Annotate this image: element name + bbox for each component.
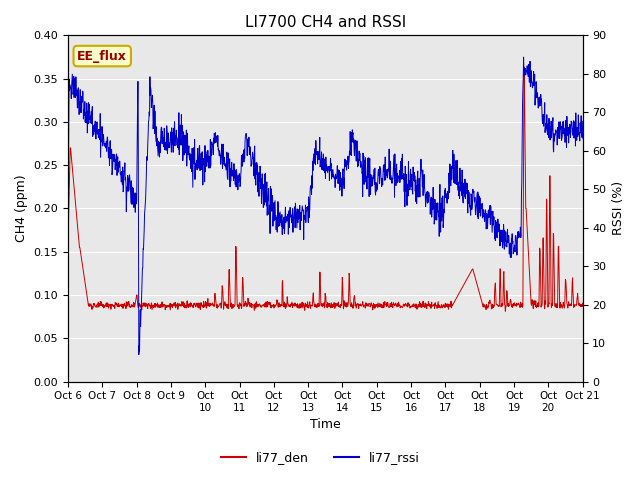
Legend: li77_den, li77_rssi: li77_den, li77_rssi: [216, 446, 424, 469]
li77_rssi: [579, 135, 586, 141]
Y-axis label: RSSI (%): RSSI (%): [612, 181, 625, 236]
li77_den: [472, 278, 480, 284]
li77_rssi: [520, 54, 527, 60]
li77_den: [64, 240, 72, 246]
X-axis label: Time: Time: [310, 419, 340, 432]
li77_den: [502, 308, 509, 314]
li77_den: [166, 304, 174, 310]
Line: li77_den: li77_den: [68, 74, 582, 311]
li77_den: [579, 300, 586, 306]
li77_den: [520, 72, 528, 77]
li77_rssi: [472, 202, 480, 207]
li77_den: [179, 303, 186, 309]
Title: LI7700 CH4 and RSSI: LI7700 CH4 and RSSI: [244, 15, 406, 30]
li77_rssi: [166, 135, 174, 141]
li77_rssi: [518, 179, 525, 184]
li77_den: [236, 301, 244, 307]
Y-axis label: CH4 (ppm): CH4 (ppm): [15, 175, 28, 242]
li77_rssi: [64, 225, 72, 230]
li77_rssi: [179, 158, 187, 164]
li77_rssi: [405, 178, 413, 184]
li77_rssi: [135, 352, 143, 358]
li77_den: [518, 302, 525, 308]
li77_den: [405, 301, 413, 307]
Line: li77_rssi: li77_rssi: [68, 57, 582, 355]
li77_rssi: [237, 181, 244, 187]
Text: EE_flux: EE_flux: [77, 49, 127, 62]
